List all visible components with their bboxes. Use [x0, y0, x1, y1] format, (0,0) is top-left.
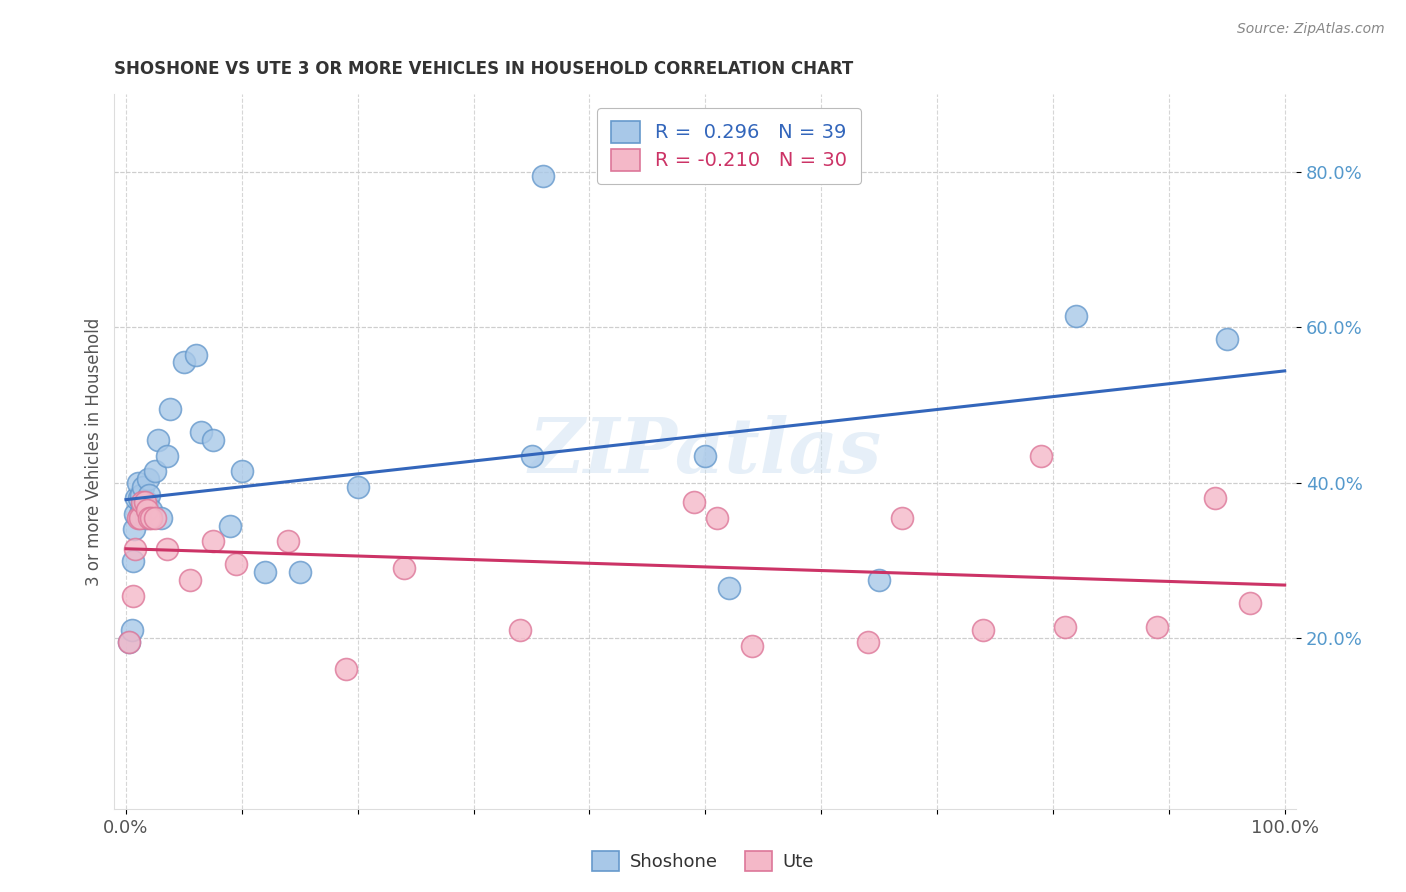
Point [155, 449, 177, 463]
Point [741, 639, 763, 653]
Y-axis label: 3 or more Vehicles in Household: 3 or more Vehicles in Household [86, 318, 103, 586]
Point [392, 561, 415, 575]
Point [135, 511, 157, 525]
Point [148, 433, 170, 447]
Point [706, 511, 728, 525]
Point [141, 503, 163, 517]
Point [1239, 596, 1261, 610]
Point [173, 355, 195, 369]
Point [131, 495, 153, 509]
Point [127, 511, 149, 525]
Point [201, 433, 224, 447]
Point [149, 511, 172, 525]
Point [129, 511, 152, 525]
Point [125, 491, 148, 506]
Point [128, 491, 150, 506]
Point [219, 518, 242, 533]
Point [695, 449, 717, 463]
Point [201, 534, 224, 549]
Point [972, 624, 994, 638]
Point [335, 662, 357, 676]
Point [122, 523, 145, 537]
Point [231, 464, 253, 478]
Point [134, 495, 156, 509]
Text: SHOSHONE VS UTE 3 OR MORE VEHICLES IN HOUSEHOLD CORRELATION CHART: SHOSHONE VS UTE 3 OR MORE VEHICLES IN HO… [114, 60, 853, 78]
Point [122, 589, 145, 603]
Point [129, 507, 152, 521]
Point [124, 541, 146, 556]
Point [868, 573, 890, 587]
Point [155, 541, 177, 556]
Point [1204, 491, 1226, 506]
Point [1064, 309, 1087, 323]
Point [277, 534, 299, 549]
Point [143, 464, 166, 478]
Point [121, 624, 143, 638]
Point [118, 635, 141, 649]
Point [190, 425, 212, 440]
Point [136, 472, 159, 486]
Point [124, 507, 146, 521]
Point [225, 558, 247, 572]
Point [288, 565, 311, 579]
Point [135, 503, 157, 517]
Point [531, 169, 554, 183]
Point [520, 449, 543, 463]
Point [1053, 619, 1076, 633]
Text: ZIPatlas: ZIPatlas [529, 415, 882, 489]
Point [135, 495, 157, 509]
Point [254, 565, 277, 579]
Point [138, 487, 160, 501]
Point [143, 511, 166, 525]
Point [118, 635, 141, 649]
Point [184, 348, 207, 362]
Point [856, 635, 879, 649]
Point [134, 495, 156, 509]
Legend: Shoshone, Ute: Shoshone, Ute [585, 844, 821, 879]
Point [159, 402, 181, 417]
Point [682, 495, 704, 509]
Point [717, 581, 740, 595]
Text: Source: ZipAtlas.com: Source: ZipAtlas.com [1237, 22, 1385, 37]
Point [509, 624, 531, 638]
Point [891, 511, 914, 525]
Point [1031, 449, 1053, 463]
Point [179, 573, 201, 587]
Point [141, 511, 163, 525]
Point [1216, 332, 1239, 346]
Legend: R =  0.296   N = 39, R = -0.210   N = 30: R = 0.296 N = 39, R = -0.210 N = 30 [598, 108, 860, 184]
Point [122, 553, 145, 567]
Point [131, 499, 153, 513]
Point [129, 487, 152, 501]
Point [132, 480, 155, 494]
Point [346, 480, 368, 494]
Point [127, 475, 149, 490]
Point [1146, 619, 1168, 633]
Point [138, 511, 160, 525]
